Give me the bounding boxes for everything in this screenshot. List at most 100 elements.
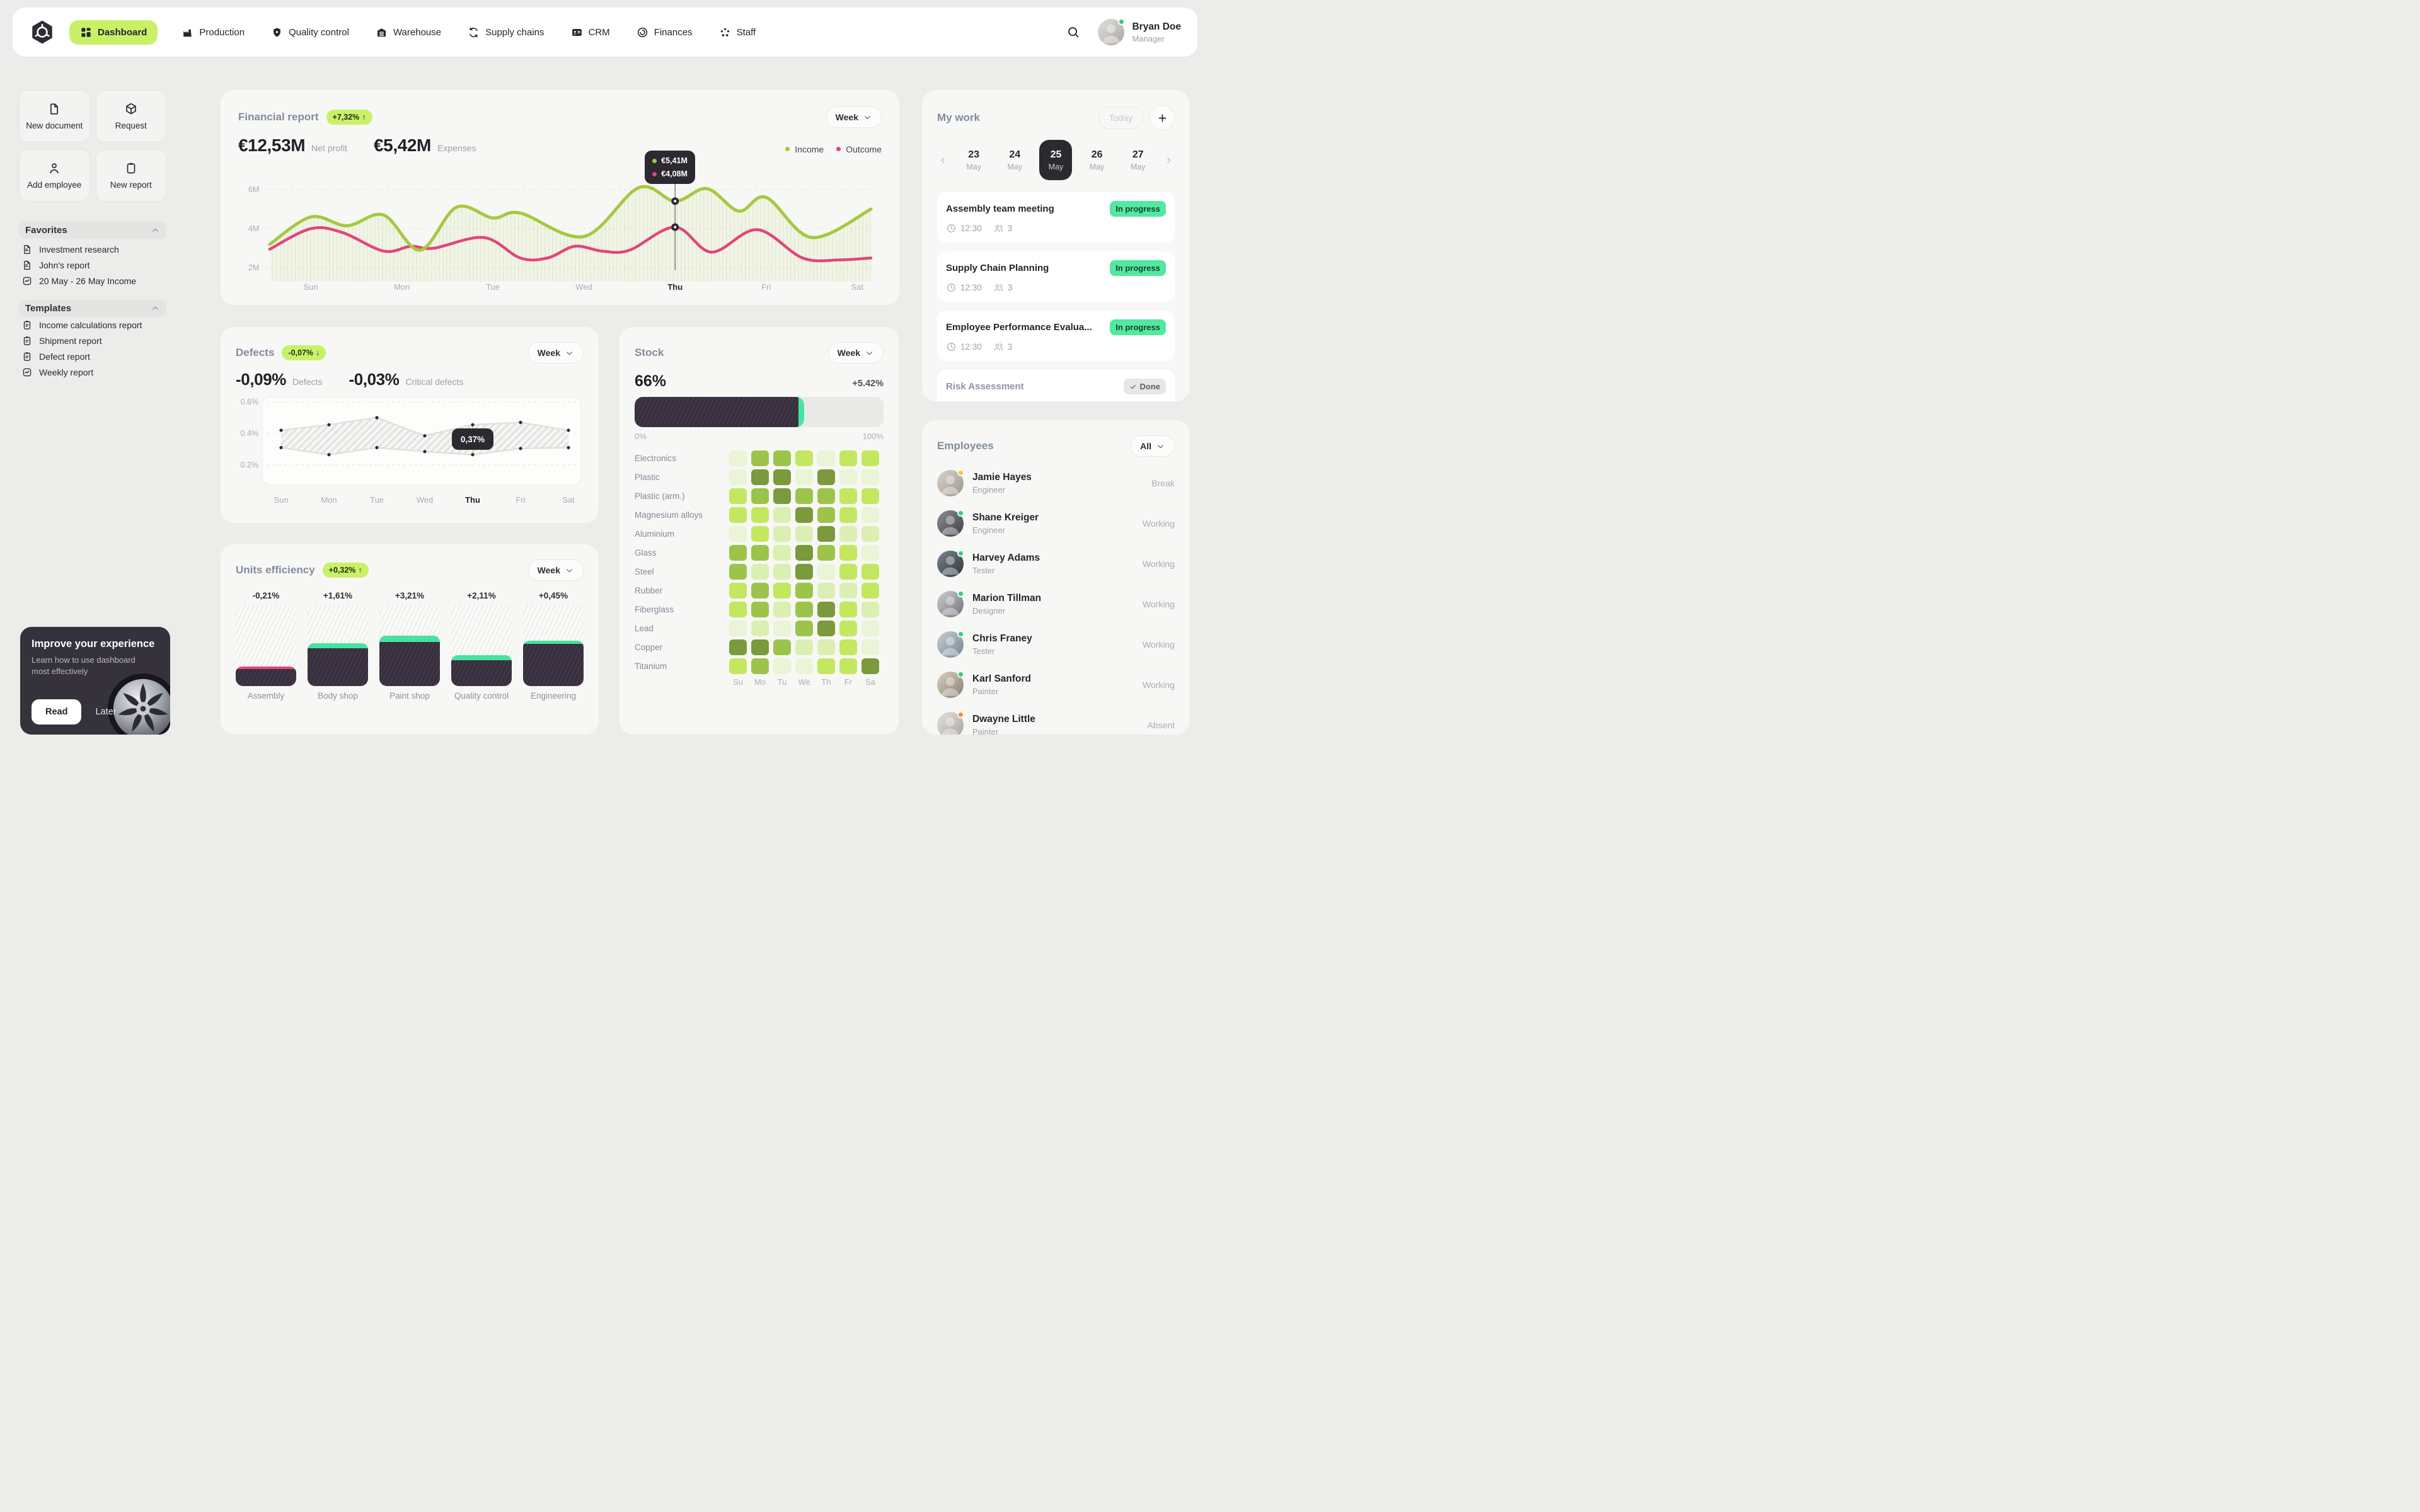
heatmap-cell[interactable] (861, 488, 879, 504)
heatmap-cell[interactable] (817, 602, 835, 617)
heatmap-cell[interactable] (729, 639, 747, 655)
heatmap-cell[interactable] (729, 469, 747, 485)
heatmap-cell[interactable] (795, 602, 813, 617)
heatmap-cell[interactable] (817, 469, 835, 485)
nav-item-warehouse[interactable]: Warehouse (373, 20, 444, 45)
heatmap-cell[interactable] (751, 469, 769, 485)
heatmap-cell[interactable] (817, 488, 835, 504)
period-select[interactable]: Week (827, 342, 884, 364)
heatmap-cell[interactable] (861, 583, 879, 598)
heatmap-cell[interactable] (839, 583, 857, 598)
task-risk-assessment[interactable]: Risk Assessment Done (937, 370, 1175, 401)
heatmap-cell[interactable] (861, 526, 879, 542)
heatmap-cell[interactable] (817, 526, 835, 542)
employee-row-karl-sanford[interactable]: Karl Sanford Painter Working (937, 665, 1175, 705)
heatmap-cell[interactable] (861, 639, 879, 655)
heatmap-cell[interactable] (751, 583, 769, 598)
heatmap-cell[interactable] (817, 507, 835, 523)
heatmap-cell[interactable] (817, 658, 835, 674)
heatmap-cell[interactable] (817, 545, 835, 561)
task-assembly-team-meeting[interactable]: Assembly team meeting In progress 12:30 3 (937, 192, 1175, 243)
date-25-may[interactable]: 25 May (1039, 140, 1073, 180)
heatmap-cell[interactable] (773, 621, 791, 636)
heatmap-cell[interactable] (773, 639, 791, 655)
heatmap-cell[interactable] (729, 602, 747, 617)
unit-bar-paint-shop[interactable]: +3,21% Paint shop (379, 591, 440, 701)
heatmap-cell[interactable] (773, 469, 791, 485)
employee-row-jamie-hayes[interactable]: Jamie Hayes Engineer Break (937, 463, 1175, 503)
heatmap-cell[interactable] (839, 526, 857, 542)
heatmap-cell[interactable] (729, 507, 747, 523)
heatmap-cell[interactable] (817, 639, 835, 655)
heatmap-cell[interactable] (751, 507, 769, 523)
heatmap-cell[interactable] (751, 488, 769, 504)
heatmap-cell[interactable] (751, 564, 769, 580)
heatmap-cell[interactable] (773, 545, 791, 561)
heatmap-cell[interactable] (751, 658, 769, 674)
nav-item-finances[interactable]: Finances (634, 20, 695, 45)
heatmap-cell[interactable] (751, 639, 769, 655)
nav-item-quality-control[interactable]: Quality control (268, 20, 352, 45)
heatmap-cell[interactable] (751, 621, 769, 636)
app-logo[interactable] (29, 19, 55, 45)
period-select[interactable]: Week (527, 342, 584, 364)
heatmap-cell[interactable] (795, 507, 813, 523)
period-select[interactable]: Week (826, 106, 882, 128)
heatmap-cell[interactable] (817, 564, 835, 580)
heatmap-cell[interactable] (773, 583, 791, 598)
heatmap-cell[interactable] (773, 450, 791, 466)
heatmap-cell[interactable] (795, 639, 813, 655)
heatmap-cell[interactable] (773, 658, 791, 674)
unit-bar-quality-control[interactable]: +2,11% Quality control (451, 591, 512, 701)
heatmap-cell[interactable] (795, 469, 813, 485)
heatmap-cell[interactable] (773, 602, 791, 617)
today-button[interactable]: Today (1098, 106, 1143, 129)
unit-bar-assembly[interactable]: -0,21% Assembly (236, 591, 296, 701)
nav-item-supply-chains[interactable]: Supply chains (465, 20, 546, 45)
heatmap-cell[interactable] (839, 450, 857, 466)
add-task-button[interactable] (1150, 105, 1175, 130)
heatmap-cell[interactable] (751, 526, 769, 542)
heatmap-cell[interactable] (861, 602, 879, 617)
sidebar-item-20-may-26-may-income[interactable]: 20 May - 26 May Income (19, 273, 166, 289)
employee-row-dwayne-little[interactable]: Dwayne Little Painter Absent (937, 705, 1175, 735)
task-supply-chain-planning[interactable]: Supply Chain Planning In progress 12:30 3 (937, 251, 1175, 302)
task-employee-performance-evalua[interactable]: Employee Performance Evalua... In progres… (937, 311, 1175, 361)
heatmap-cell[interactable] (729, 526, 747, 542)
section-header-templates[interactable]: Templates (19, 300, 166, 317)
nav-item-crm[interactable]: CRM (568, 20, 613, 45)
employee-row-shane-kreiger[interactable]: Shane Kreiger Engineer Working (937, 503, 1175, 544)
heatmap-cell[interactable] (861, 564, 879, 580)
heatmap-cell[interactable] (839, 658, 857, 674)
nav-item-staff[interactable]: Staff (717, 20, 759, 45)
date-23-may[interactable]: 23 May (957, 140, 990, 180)
heatmap-cell[interactable] (861, 621, 879, 636)
heatmap-cell[interactable] (729, 545, 747, 561)
sidebar-item-shipment-report[interactable]: Shipment report (19, 333, 166, 348)
new-report-button[interactable]: New report (95, 149, 166, 202)
section-header-favorites[interactable]: Favorites (19, 222, 166, 239)
dates-prev-button[interactable] (937, 154, 949, 166)
heatmap-cell[interactable] (795, 564, 813, 580)
heatmap-cell[interactable] (795, 488, 813, 504)
heatmap-cell[interactable] (795, 658, 813, 674)
heatmap-cell[interactable] (861, 658, 879, 674)
heatmap-cell[interactable] (861, 507, 879, 523)
read-button[interactable]: Read (32, 699, 82, 724)
heatmap-cell[interactable] (817, 621, 835, 636)
employee-row-marion-tillman[interactable]: Marion Tillman Designer Working (937, 584, 1175, 624)
heatmap-cell[interactable] (795, 583, 813, 598)
later-button[interactable]: Later (95, 707, 117, 717)
heatmap-cell[interactable] (861, 545, 879, 561)
sidebar-item-income-calculations-report[interactable]: Income calculations report (19, 317, 166, 333)
heatmap-cell[interactable] (773, 564, 791, 580)
nav-item-production[interactable]: Production (179, 20, 247, 45)
heatmap-cell[interactable] (839, 621, 857, 636)
heatmap-cell[interactable] (729, 450, 747, 466)
financial-chart[interactable]: 6M 4M 2M Sun Mon Tue Wed Thu Fri Sat €5,41M €4,08M (238, 151, 882, 294)
heatmap-cell[interactable] (751, 545, 769, 561)
heatmap-cell[interactable] (729, 583, 747, 598)
heatmap-cell[interactable] (773, 507, 791, 523)
heatmap-cell[interactable] (839, 564, 857, 580)
unit-bar-engineering[interactable]: +0,45% Engineering (523, 591, 584, 701)
